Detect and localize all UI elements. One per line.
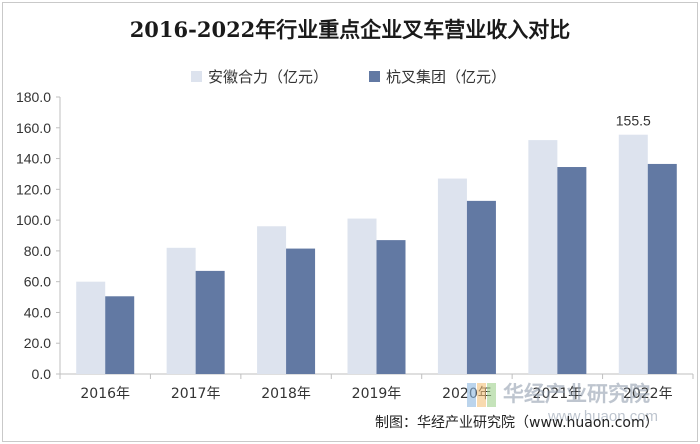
y-tick-label: 160.0 [16,120,51,136]
bar-anhui-heli [618,134,648,374]
source-credit: 制图：华经产业研究院（www.huaon.com） [375,415,659,431]
x-category-label: 2021年 [533,386,583,402]
y-tick-label: 180.0 [16,89,51,105]
bar-hangcha [647,163,677,374]
bar-anhui-heli [528,140,558,374]
x-category-label: 2016年 [80,386,130,402]
bar-hangcha [195,270,225,374]
x-category-label: 2018年 [261,386,311,402]
bar-hangcha [466,200,496,374]
watermark-logo [467,383,496,407]
x-category-label: 2022年 [623,386,673,402]
legend-swatch-hangcha [369,71,380,82]
bar-hangcha [557,167,587,374]
y-tick-label: 60.0 [24,274,51,290]
bar-hangcha [105,296,135,374]
bar-anhui-heli [437,178,467,374]
legend-label-anhui-heli: 安徽合力（亿元） [208,68,328,86]
legend-swatch-anhui-heli [191,71,202,82]
chart-title: 2016-2022年行业重点企业叉车营业收入对比 [130,17,571,42]
y-axis: 0.0 20.0 40.0 60.0 80.0 100.0 120.0 140.0 160.0 1… [16,89,61,382]
data-label: 155.5 [616,113,651,129]
bars [76,134,677,374]
watermark-url: www.huaon.com [547,408,658,425]
y-tick-label: 120.0 [16,181,51,197]
legend-label-hangcha: 杭叉集团（亿元） [386,68,506,86]
bar-hangcha [286,248,316,374]
x-category-label: 2019年 [352,386,402,402]
y-tick-label: 20.0 [24,335,51,351]
y-tick-label: 100.0 [16,212,51,228]
y-tick-label: 140.0 [16,151,51,167]
y-tick-label: 80.0 [24,243,51,259]
bar-anhui-heli [257,226,287,374]
watermark-text: 华经产业研究院 [503,382,650,406]
bar-anhui-heli [347,218,377,374]
y-tick-label: 40.0 [24,304,51,320]
bar-anhui-heli [76,281,106,374]
legend: 安徽合力（亿元） 杭叉集团（亿元） [191,68,506,86]
bar-anhui-heli [166,247,196,374]
y-tick-label: 0.0 [32,366,52,382]
watermark: 华经产业研究院 www.huaon.com [467,382,658,425]
x-axis: 2016年 2017年 2018年 2019年 2020年 2021年 2022年 [59,373,694,402]
chart-canvas: 2016-2022年行业重点企业叉车营业收入对比 安徽合力（亿元） 杭叉集团（亿… [16,17,694,431]
data-labels: 155.5 [616,113,651,129]
bar-hangcha [376,240,406,374]
x-category-label: 2017年 [171,386,221,402]
